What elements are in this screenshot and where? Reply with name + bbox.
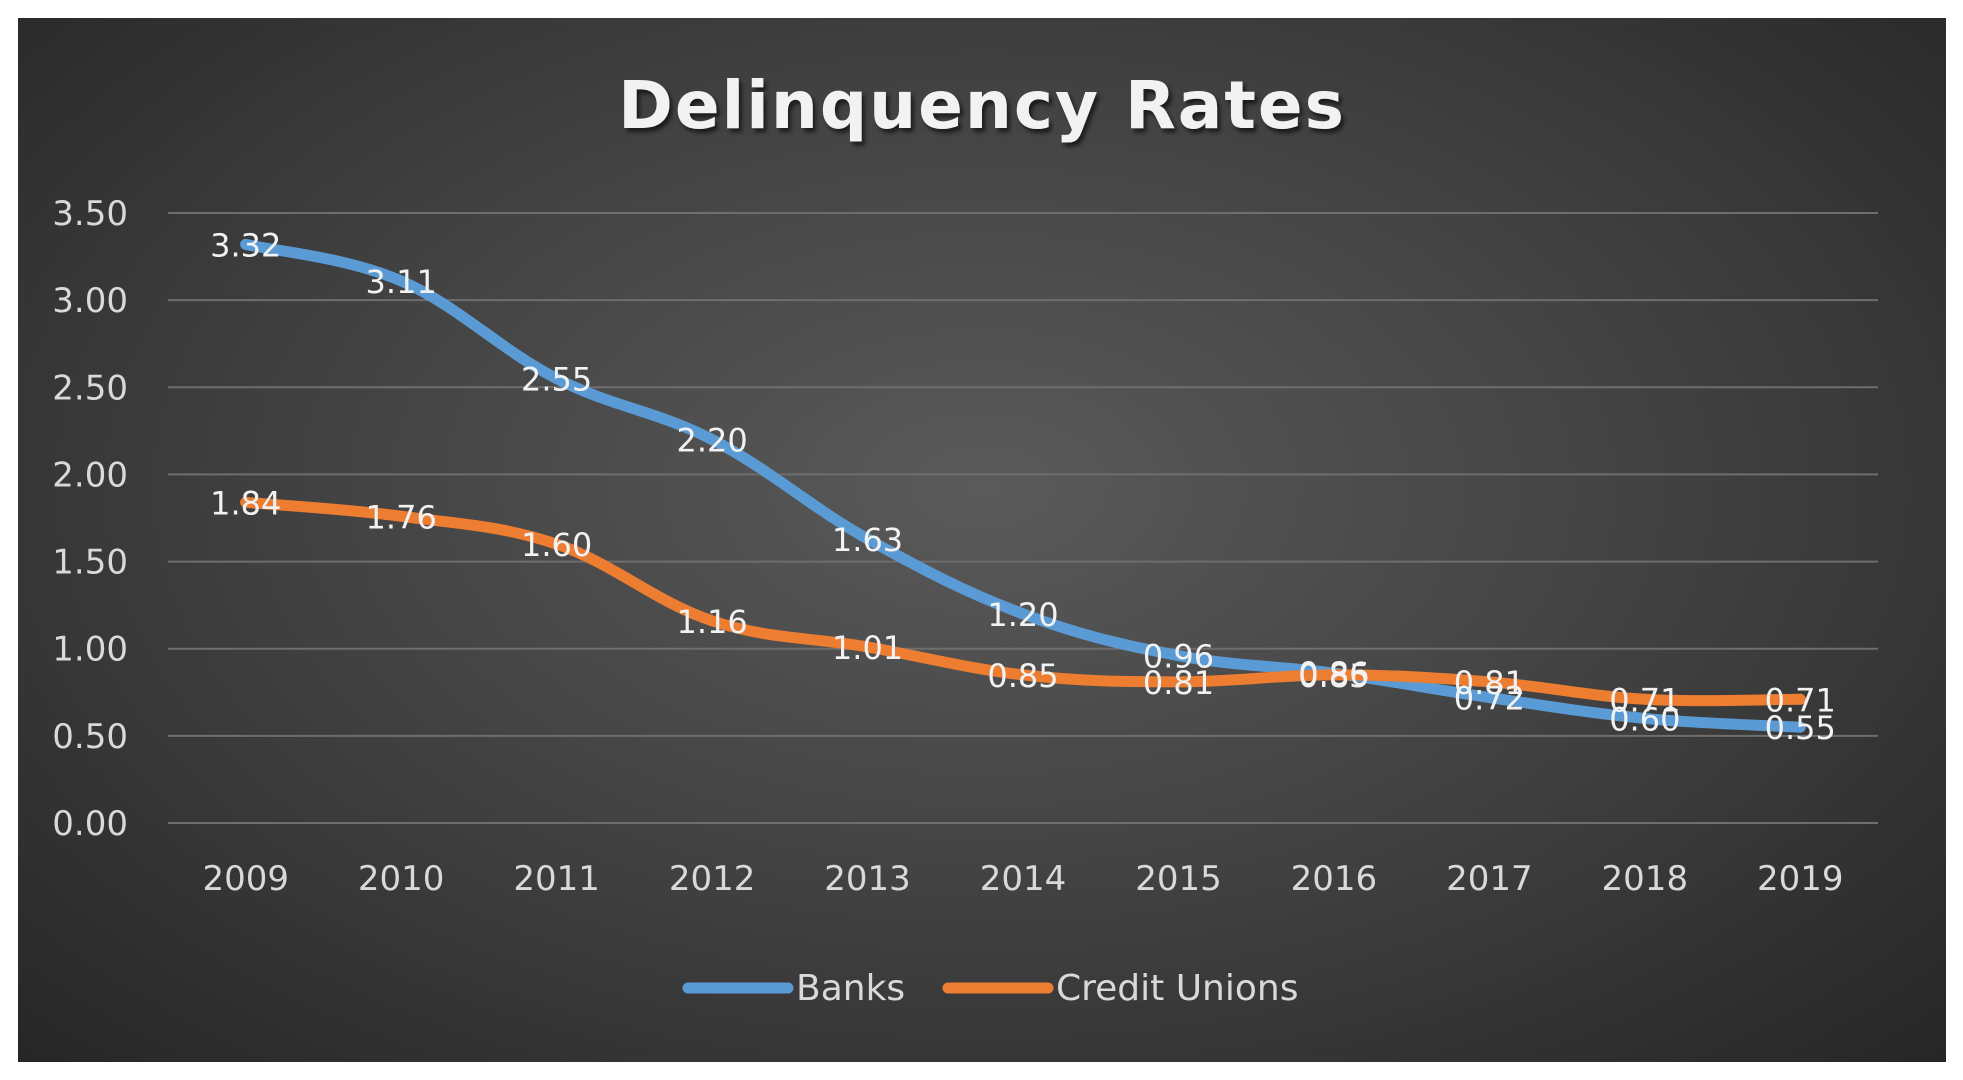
- data-label-credit-unions: 0.85: [987, 657, 1058, 695]
- y-tick-label: 1.00: [52, 630, 128, 670]
- y-tick-label: 2.50: [52, 368, 128, 408]
- data-point-banks: [1172, 650, 1184, 662]
- data-label-banks: 0.96: [1143, 638, 1214, 676]
- series-lines: [240, 238, 1806, 733]
- data-point-banks: [395, 275, 407, 287]
- data-label-credit-unions: 1.60: [521, 526, 592, 564]
- data-point-credit-unions: [551, 538, 563, 550]
- data-label-banks: 0.72: [1454, 680, 1525, 718]
- y-tick-label: 3.50: [52, 194, 128, 234]
- data-label-banks: 0.55: [1765, 709, 1836, 747]
- data-point-banks: [1017, 608, 1029, 620]
- data-point-credit-unions: [1328, 669, 1340, 681]
- x-tick-label: 2010: [358, 859, 445, 899]
- data-label-banks: 2.55: [521, 361, 592, 399]
- y-tick-label: 3.00: [52, 281, 128, 321]
- data-point-credit-unions: [240, 496, 252, 508]
- data-point-credit-unions: [1794, 693, 1806, 705]
- data-label-banks: 3.11: [366, 263, 437, 301]
- data-point-credit-unions: [1483, 676, 1495, 688]
- data-point-credit-unions: [706, 615, 718, 627]
- x-tick-label: 2012: [669, 859, 756, 899]
- data-label-banks: 3.32: [210, 226, 281, 264]
- data-label-credit-unions: 1.16: [676, 603, 747, 641]
- x-axis-ticks: 2009 2010 2011 2012 2013 2014 2015 2016 2017 2018…: [202, 859, 1843, 899]
- data-label-credit-unions: 0.81: [1454, 664, 1525, 702]
- data-point-credit-unions: [1639, 693, 1651, 705]
- x-tick-label: 2009: [202, 859, 289, 899]
- data-point-credit-unions: [1017, 669, 1029, 681]
- data-label-banks: 2.20: [676, 422, 747, 460]
- data-point-banks: [240, 238, 252, 250]
- y-axis-ticks: 0.00 0.50 1.00 1.50 2.00 2.50 3.00 3.50: [52, 194, 128, 844]
- y-tick-label: 0.50: [52, 717, 128, 757]
- x-tick-label: 2018: [1602, 859, 1689, 899]
- data-label-banks: 0.86: [1298, 655, 1369, 693]
- data-label-credit-unions: 0.85: [1298, 657, 1369, 695]
- line-chart: Delinquency Rates 0.00 0.50 1.00 1.50 2.00 2.…: [52, 67, 1878, 1009]
- data-point-banks: [551, 373, 563, 385]
- x-tick-label: 2016: [1291, 859, 1378, 899]
- gridlines: [168, 212, 1878, 824]
- data-label-credit-unions: 1.76: [366, 498, 437, 536]
- y-tick-label: 0.00: [52, 804, 128, 844]
- data-point-credit-unions: [862, 641, 874, 653]
- data-label-credit-unions: 0.81: [1143, 664, 1214, 702]
- x-tick-label: 2017: [1446, 859, 1533, 899]
- data-point-banks: [1794, 721, 1806, 733]
- x-tick-label: 2014: [980, 859, 1067, 899]
- x-tick-label: 2015: [1135, 859, 1222, 899]
- data-labels: 3.32 3.11 2.55 2.20 1.63 1.20 0.96 0.86 0.72 0.60…: [210, 226, 1836, 747]
- data-point-banks: [1639, 712, 1651, 724]
- legend: Banks Credit Unions: [682, 968, 1298, 1009]
- data-point-banks: [706, 434, 718, 446]
- legend-label: Banks: [796, 968, 905, 1009]
- y-tick-label: 2.00: [52, 455, 128, 495]
- data-label-banks: 0.60: [1609, 700, 1680, 738]
- data-label-banks: 1.63: [832, 521, 903, 559]
- data-label-credit-unions: 0.71: [1609, 681, 1680, 719]
- data-point-banks: [862, 533, 874, 545]
- chart-title: Delinquency Rates: [618, 67, 1346, 144]
- x-tick-label: 2013: [824, 859, 911, 899]
- x-tick-label: 2011: [513, 859, 600, 899]
- data-label-credit-unions: 1.01: [832, 629, 903, 667]
- legend-label: Credit Unions: [1056, 968, 1298, 1009]
- data-label-banks: 1.20: [987, 596, 1058, 634]
- data-point-credit-unions: [1172, 676, 1184, 688]
- series-line-banks: [240, 238, 1806, 733]
- data-point-banks: [1483, 692, 1495, 704]
- y-tick-label: 1.50: [52, 543, 128, 583]
- x-tick-label: 2019: [1757, 859, 1844, 899]
- data-label-credit-unions: 1.84: [210, 484, 281, 522]
- data-label-credit-unions: 0.71: [1765, 681, 1836, 719]
- data-point-credit-unions: [395, 510, 407, 522]
- chart-frame: Delinquency Rates 0.00 0.50 1.00 1.50 2.00 2.…: [18, 18, 1946, 1062]
